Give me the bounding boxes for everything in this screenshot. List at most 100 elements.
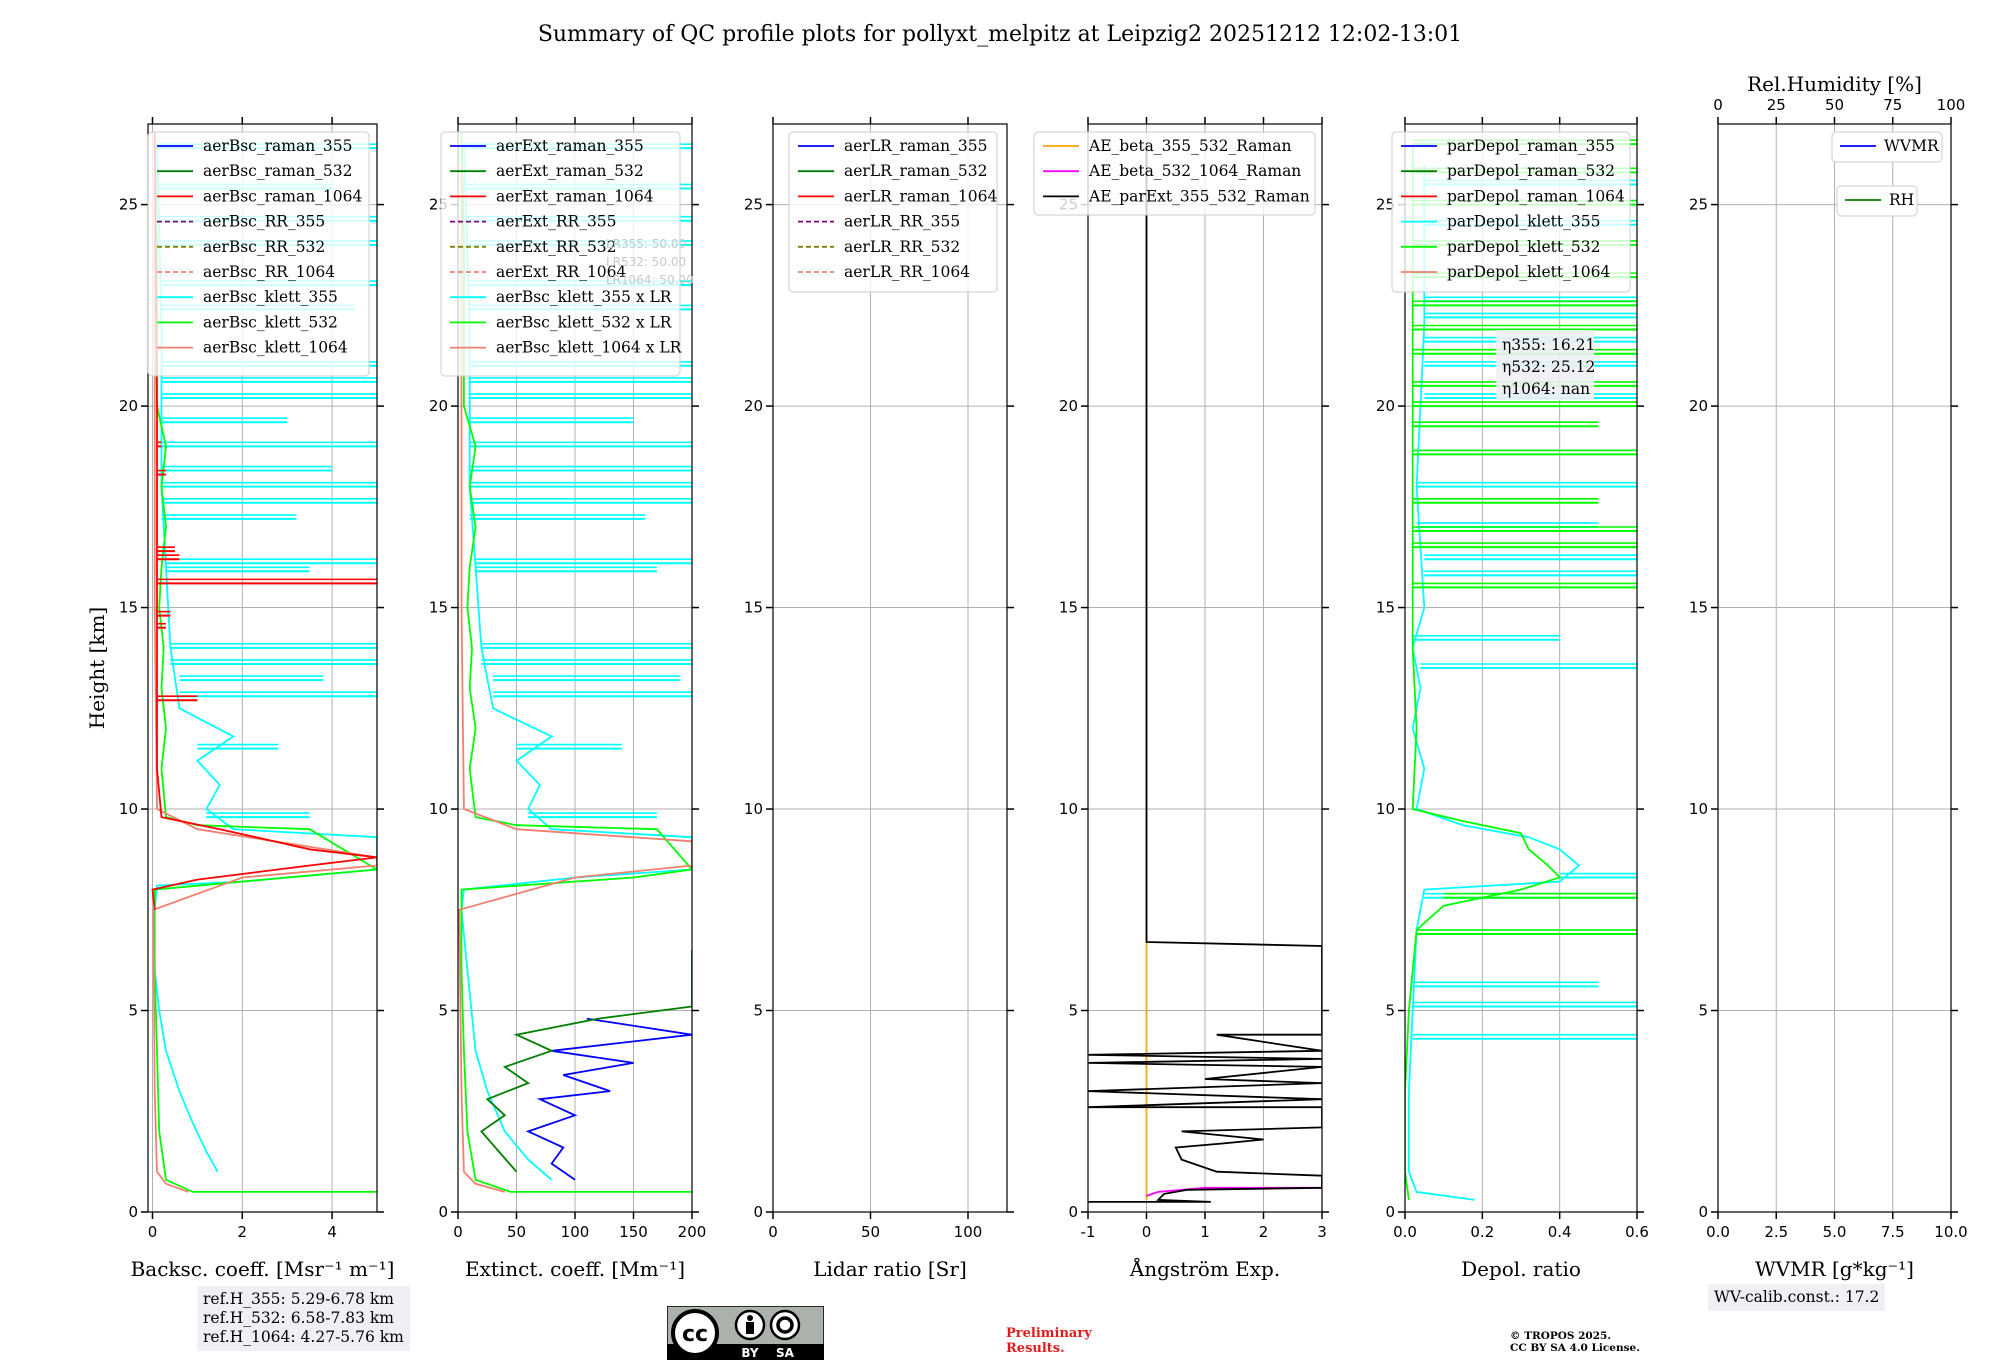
reference-height-box: ref.H_355: 5.29-6.78 km ref.H_532: 6.58-…: [197, 1286, 410, 1351]
wv-calibration-box: WV-calib.const.: 17.2: [1708, 1284, 1886, 1311]
x-axis-label: Extinct. coeff. [Mm⁻¹]: [465, 1257, 685, 1281]
x-tick-label: 50: [861, 1223, 880, 1241]
legend-entry-label: aerBsc_RR_1064: [203, 263, 335, 281]
legend-entry-label: parDepol_klett_532: [1447, 238, 1600, 256]
y-tick-label: 15: [1689, 599, 1708, 617]
legend-entry-label: RH: [1889, 191, 1914, 209]
top-axis-label: Rel.Humidity [%]: [1747, 72, 1922, 96]
legend-rh: RH: [1836, 185, 1918, 217]
axes-frame: [772, 123, 1008, 1213]
legend-entry-label: aerBsc_raman_355: [203, 137, 353, 155]
ref-height-532: ref.H_532: 6.58-7.83 km: [203, 1309, 394, 1327]
legend-box: [1391, 131, 1631, 293]
y-tick-label: 25: [119, 196, 138, 214]
x-tick-label: 100: [954, 1223, 983, 1241]
lr-overlay-label: LR1064: 50.00: [606, 273, 694, 287]
series-line-aerBsc_klett_532: [153, 132, 377, 1193]
x-tick-label: 50: [507, 1223, 526, 1241]
legend-entry-label: aerLR_raman_355: [844, 137, 987, 155]
y-tick-label: 5: [438, 1002, 448, 1020]
x-axis-label: Ångström Exp.: [1129, 1256, 1280, 1281]
x-tick-label: 10.0: [1934, 1223, 1967, 1241]
copyright-note: © TROPOS 2025. CC BY SA 4.0 License.: [1510, 1330, 1640, 1354]
legend: aerBsc_raman_355 aerBsc_raman_532 aerBsc_r…: [147, 131, 370, 377]
x-tick-label: 2.5: [1764, 1223, 1788, 1241]
x-tick-label: 0.0: [1393, 1223, 1417, 1241]
y-tick-label: 5: [753, 1002, 763, 1020]
legend-entry-label: AE_beta_532_1064_Raman: [1088, 162, 1301, 180]
y-tick-label: 15: [1059, 599, 1078, 617]
eta-label: η532: 25.12: [1502, 358, 1595, 376]
y-tick-label: 15: [119, 599, 138, 617]
cc-text: cc: [682, 1322, 708, 1347]
legend-wvmr: WVMR: [1831, 131, 1943, 163]
y-tick-label: 15: [429, 599, 448, 617]
legend-entry-label: aerExt_RR_1064: [496, 263, 627, 281]
legend-entry-label: aerBsc_klett_532 x LR: [496, 313, 673, 331]
axes-frame: [1404, 123, 1638, 1213]
panel-backscatter: 0 2 4 0 5 10 15 20 25 Backsc. coeff. [Msr⁻¹ m⁻¹] a…: [119, 117, 394, 1281]
y-axis-label: Height [km]: [85, 607, 109, 729]
x-axis-label: Backsc. coeff. [Msr⁻¹ m⁻¹]: [131, 1257, 395, 1281]
legend: parDepol_raman_355 parDepol_raman_532 parD…: [1391, 131, 1631, 293]
legend-entry-label: aerBsc_klett_355: [203, 288, 338, 306]
y-tick-label: 0: [438, 1203, 448, 1221]
legend-box: [1831, 131, 1943, 163]
x-tick-label: 150: [619, 1223, 648, 1241]
x-tick-label: 3: [1317, 1223, 1327, 1241]
x-tick-label: 0.4: [1548, 1223, 1572, 1241]
legend-entry-label: AE_beta_355_532_Raman: [1088, 137, 1291, 155]
legend-box: [440, 131, 681, 377]
series-line-AE_parExt_355_532_Raman: [1088, 144, 1322, 1203]
y-tick-label: 10: [119, 800, 138, 818]
legend-entry-label: aerLR_RR_532: [844, 238, 960, 256]
preliminary-line-2: Results.: [1006, 1341, 1065, 1356]
legend-entry-label: aerLR_raman_1064: [844, 187, 997, 205]
legend-entry-label: aerExt_RR_355: [496, 213, 617, 231]
legend: aerExt_raman_355 aerExt_raman_532 aerExt_r…: [440, 131, 683, 377]
legend-entry-label: aerBsc_klett_355 x LR: [496, 288, 673, 306]
legend-entry-label: aerBsc_RR_532: [203, 238, 325, 256]
y-tick-label: 15: [744, 599, 763, 617]
legend-box: [788, 131, 998, 293]
series-group: [1088, 144, 1322, 1203]
series-line-aerBsc_klett_1064 x LR: [458, 164, 692, 1193]
legend-box: [1033, 131, 1316, 216]
y-tick-label: 10: [429, 800, 448, 818]
x-tick-label: 0: [768, 1223, 778, 1241]
x-tick-label: 0: [148, 1223, 158, 1241]
x-tick-label: 0.6: [1625, 1223, 1649, 1241]
legend-entry-label: aerBsc_RR_355: [203, 213, 325, 231]
legend-entry-label: parDepol_klett_1064: [1447, 263, 1610, 281]
y-tick-label: 20: [1376, 397, 1395, 415]
legend-entry-label: parDepol_klett_355: [1447, 213, 1600, 231]
x-tick-label: 100: [561, 1223, 590, 1241]
eta-label: η355: 16.21: [1502, 336, 1595, 354]
legend: AE_beta_355_532_Raman AE_beta_532_1064_Ra…: [1033, 131, 1316, 216]
legend-entry-label: aerExt_raman_1064: [496, 187, 654, 205]
y-tick-label: 10: [1376, 800, 1395, 818]
legend-entry-label: aerExt_raman_532: [496, 162, 644, 180]
y-tick-label: 10: [1689, 800, 1708, 818]
series-line-aerBsc_raman_1064: [151, 132, 377, 910]
y-tick-label: 25: [1689, 196, 1708, 214]
ref-height-1064: ref.H_1064: 4.27-5.76 km: [203, 1328, 404, 1346]
top-tick-label: 50: [1825, 96, 1844, 114]
series-line-aerExt_raman_532: [480, 950, 692, 1173]
lr-overlay-label: LR532: 50.00: [606, 255, 686, 269]
legend-box: [147, 131, 370, 377]
legend: aerLR_raman_355 aerLR_raman_532 aerLR_rama…: [788, 131, 998, 293]
x-tick-label: 5.0: [1823, 1223, 1847, 1241]
legend-entry-label: parDepol_raman_1064: [1447, 187, 1625, 205]
legend-entry-label: aerBsc_klett_532: [203, 313, 338, 331]
y-tick-label: 25: [1376, 196, 1395, 214]
x-axis-label: Lidar ratio [Sr]: [813, 1257, 967, 1281]
x-tick-label: 0: [1142, 1223, 1152, 1241]
series-line-parDepol_klett_355: [1408, 164, 1581, 1201]
x-tick-label: 2: [1259, 1223, 1269, 1241]
x-tick-label: 4: [327, 1223, 337, 1241]
y-tick-label: 5: [1068, 1002, 1078, 1020]
y-tick-label: 10: [1059, 800, 1078, 818]
top-tick-label: 25: [1767, 96, 1786, 114]
